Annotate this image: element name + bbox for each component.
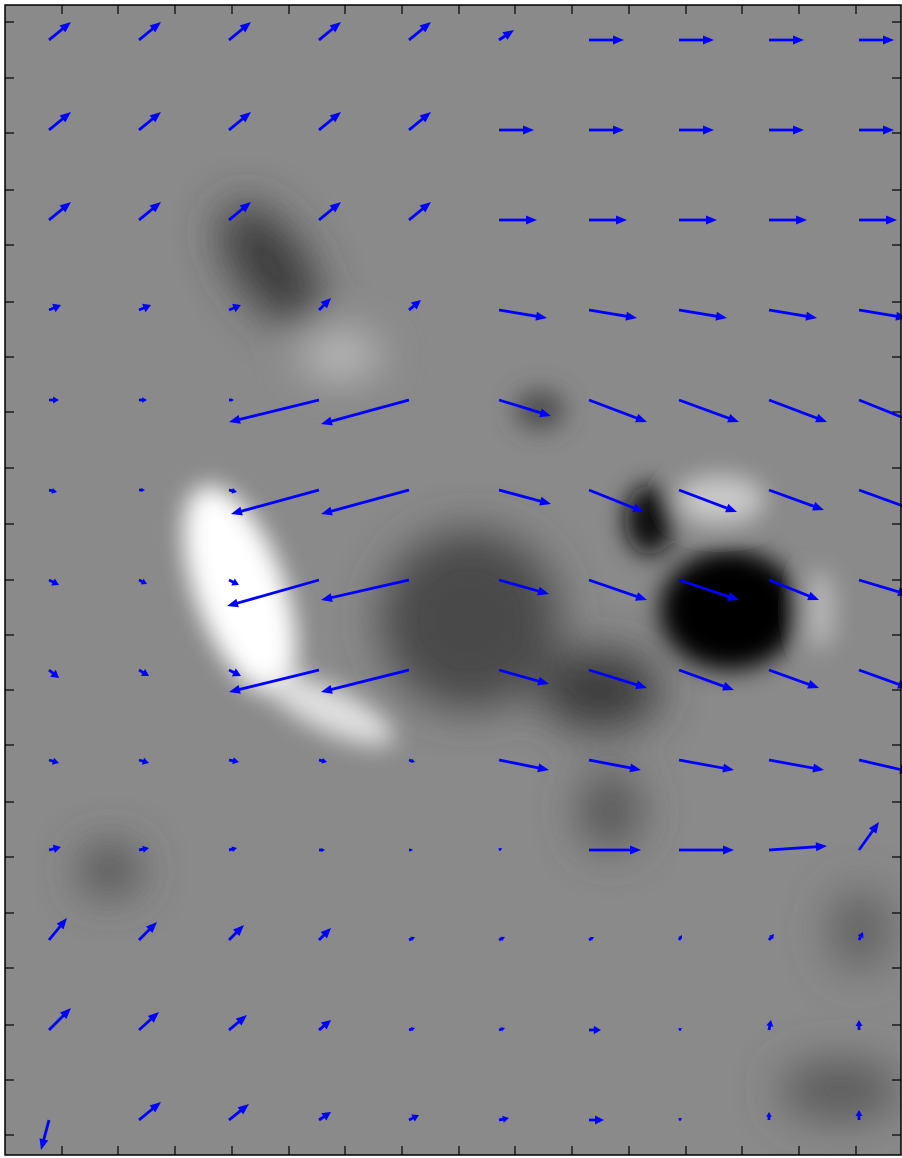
- quiver-plot: [0, 0, 902, 1158]
